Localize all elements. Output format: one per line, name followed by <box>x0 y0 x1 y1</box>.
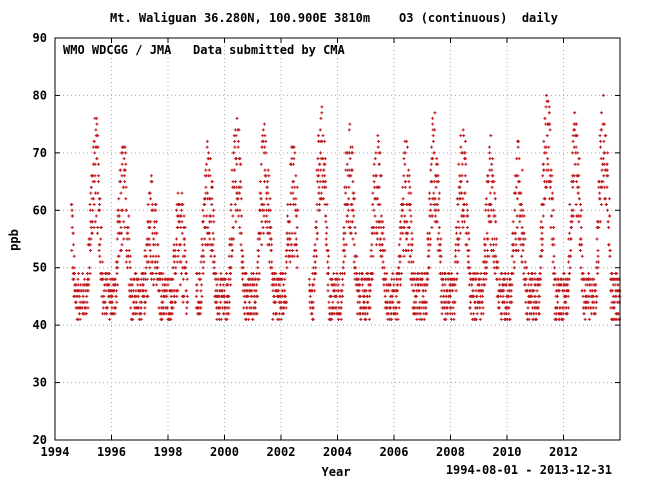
y-tick-label: 90 <box>33 31 47 45</box>
x-tick-label: 2012 <box>549 445 578 459</box>
y-tick-label: 80 <box>33 88 47 102</box>
x-tick-label: 2008 <box>436 445 465 459</box>
axis-ticks <box>54 37 620 441</box>
y-tick-labels: 20 30 40 50 60 70 80 90 <box>33 31 47 447</box>
x-tick-label: 1996 <box>97 445 126 459</box>
x-tick-label: 2010 <box>493 445 522 459</box>
x-tick-label: 1994 <box>41 445 70 459</box>
x-tick-labels: 1994 1996 1998 2000 2002 2004 2006 2008 2010 2012 <box>41 445 578 459</box>
x-tick-label: 1998 <box>154 445 183 459</box>
x-tick-label: 2006 <box>380 445 409 459</box>
y-tick-label: 50 <box>33 261 47 275</box>
chart-subtitle: WMO WDCGG / JMA Data submitted by CMA <box>63 43 346 57</box>
y-tick-label: 40 <box>33 318 47 332</box>
y-tick-label: 30 <box>33 376 47 390</box>
date-range-label: 1994-08-01 - 2013-12-31 <box>446 463 612 477</box>
y-tick-label: 70 <box>33 146 47 160</box>
y-tick-label: 60 <box>33 203 47 217</box>
y-axis-label: ppb <box>7 229 21 251</box>
x-tick-label: 2000 <box>210 445 239 459</box>
x-tick-label: 2004 <box>323 445 352 459</box>
data-point-markers <box>69 93 622 321</box>
data-points <box>69 93 622 321</box>
grid-lines <box>55 38 620 440</box>
chart-title: Mt. Waliguan 36.280N, 100.900E 3810m O3 … <box>110 11 558 25</box>
y-tick-label: 20 <box>33 433 47 447</box>
x-axis-label: Year <box>322 465 351 479</box>
x-tick-label: 2002 <box>267 445 296 459</box>
